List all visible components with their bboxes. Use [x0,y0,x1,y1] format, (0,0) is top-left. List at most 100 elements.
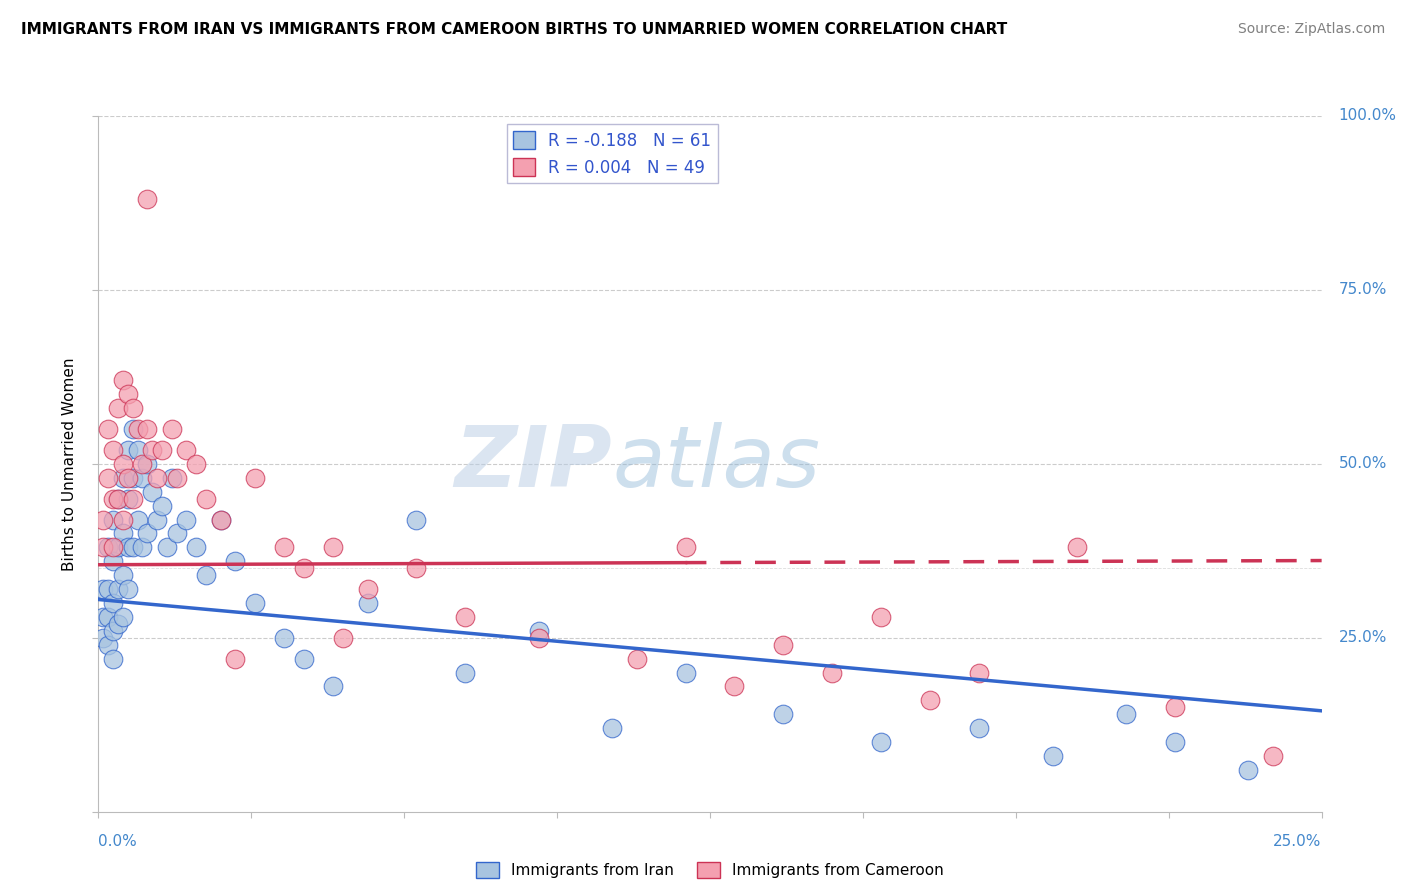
Point [136,193,159,207]
Point [920,693,942,707]
Point [131,471,153,485]
Point [209,512,232,526]
Text: 75.0%: 75.0% [1339,283,1386,297]
Point [101,491,124,506]
Point [967,665,990,680]
Text: ZIP: ZIP [454,422,612,506]
Point [101,624,124,638]
Point [136,526,159,541]
Point [292,651,315,665]
Point [111,373,134,387]
Point [111,610,134,624]
Point [121,491,143,506]
Point [1237,763,1260,777]
Point [405,512,427,526]
Point [111,457,134,471]
Point [600,721,623,735]
Point [117,442,139,457]
Point [141,442,163,457]
Point [772,707,794,722]
Point [127,512,149,526]
Point [111,568,134,582]
Point [675,541,697,555]
Text: 25.0%: 25.0% [1339,631,1386,645]
Point [97,541,120,555]
Point [1164,700,1187,714]
Text: 100.0%: 100.0% [1339,109,1396,123]
Point [176,512,198,526]
Point [1066,541,1088,555]
Point [101,596,124,610]
Point [186,457,208,471]
Legend: R = -0.188   N = 61, R = 0.004   N = 49: R = -0.188 N = 61, R = 0.004 N = 49 [506,124,718,183]
Point [91,631,114,645]
Point [101,442,124,457]
Point [121,422,143,436]
Point [117,491,139,506]
Point [101,541,124,555]
Point [107,401,129,416]
Point [675,665,697,680]
Point [166,471,188,485]
Point [150,499,173,513]
Point [454,610,477,624]
Point [117,582,139,596]
Point [150,442,173,457]
Point [91,512,114,526]
Point [97,638,120,652]
Point [117,387,139,401]
Point [107,491,129,506]
Point [111,471,134,485]
Point [527,631,550,645]
Point [176,442,198,457]
Point [1164,735,1187,749]
Point [332,631,354,645]
Point [131,457,153,471]
Point [224,651,246,665]
Point [107,491,129,506]
Point [101,651,124,665]
Point [156,541,179,555]
Text: Source: ZipAtlas.com: Source: ZipAtlas.com [1237,22,1385,37]
Point [136,457,159,471]
Point [723,680,745,694]
Point [160,422,183,436]
Point [136,422,159,436]
Point [195,491,218,506]
Point [1261,749,1284,764]
Text: IMMIGRANTS FROM IRAN VS IMMIGRANTS FROM CAMEROON BIRTHS TO UNMARRIED WOMEN CORRE: IMMIGRANTS FROM IRAN VS IMMIGRANTS FROM … [21,22,1007,37]
Point [141,484,163,499]
Point [117,471,139,485]
Point [107,541,129,555]
Point [121,401,143,416]
Point [1115,707,1137,722]
Point [273,631,295,645]
Point [243,596,266,610]
Point [127,422,149,436]
Point [356,596,378,610]
Point [195,568,218,582]
Point [107,582,129,596]
Text: atlas: atlas [612,422,820,506]
Point [821,665,844,680]
Point [160,471,183,485]
Y-axis label: Births to Unmarried Women: Births to Unmarried Women [62,357,77,571]
Point [107,616,129,631]
Point [91,541,114,555]
Text: 50.0%: 50.0% [1339,457,1386,471]
Point [117,541,139,555]
Point [97,422,120,436]
Point [146,512,169,526]
Point [209,512,232,526]
Point [772,638,794,652]
Point [166,526,188,541]
Point [1042,749,1064,764]
Point [322,680,344,694]
Point [121,471,143,485]
Point [97,582,120,596]
Point [967,721,990,735]
Point [91,582,114,596]
Point [356,582,378,596]
Text: 0.0%: 0.0% [98,834,138,849]
Point [91,610,114,624]
